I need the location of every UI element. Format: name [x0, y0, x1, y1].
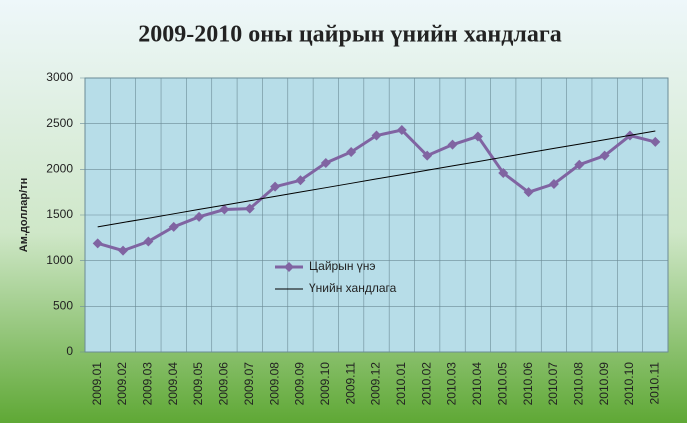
y-tick-label: 1000 [46, 253, 73, 267]
x-tick-label: 2009.10 [318, 362, 332, 406]
marker [523, 187, 534, 198]
legend-label: Үнийн хандлага [309, 281, 397, 295]
marker [244, 203, 255, 214]
marker [194, 211, 205, 222]
x-tick-label: 2009.08 [267, 362, 281, 406]
marker [168, 221, 179, 232]
marker [650, 136, 661, 147]
marker [371, 130, 382, 141]
marker [320, 157, 331, 168]
marker [599, 150, 610, 161]
legend-label: Цайрын үнэ [309, 259, 376, 273]
x-tick-label: 2009.03 [141, 362, 155, 406]
marker [548, 178, 559, 189]
y-tick-label: 1500 [46, 207, 73, 221]
y-tick-label: 2500 [46, 116, 73, 130]
marker [472, 131, 483, 142]
x-tick-label: 2009.01 [90, 362, 104, 406]
x-tick-label: 2010.06 [521, 362, 535, 406]
chart-title: 2009-2010 оны цайрын үнийн хандлага [138, 22, 561, 48]
marker [346, 146, 357, 157]
x-tick-label: 2010.05 [495, 362, 509, 406]
x-tick-label: 2009.02 [115, 362, 129, 406]
marker [447, 139, 458, 150]
x-tick-label: 2009.05 [191, 362, 205, 406]
x-tick-label: 2010.08 [571, 362, 585, 406]
x-tick-label: 2010.07 [546, 362, 560, 406]
x-tick-label: 2010.10 [622, 362, 636, 406]
x-tick-label: 2010.03 [445, 362, 459, 406]
x-tick-label: 2010.11 [647, 362, 661, 405]
y-tick-label: 3000 [46, 70, 73, 84]
marker [498, 167, 509, 178]
marker [295, 175, 306, 186]
x-tick-label: 2010.02 [419, 362, 433, 406]
marker [118, 245, 129, 256]
marker [92, 238, 103, 249]
marker [396, 125, 407, 136]
trend-line [97, 130, 656, 228]
x-tick-label: 2010.04 [470, 362, 484, 406]
marker [574, 159, 585, 170]
x-tick-label: 2009.12 [369, 362, 383, 406]
marker [422, 150, 433, 161]
x-tick-label: 2009.07 [242, 362, 256, 406]
x-tick-label: 2009.09 [293, 362, 307, 406]
legend-marker [284, 262, 294, 272]
marker [219, 204, 230, 215]
x-tick-label: 2010.09 [597, 362, 611, 406]
y-tick-label: 0 [66, 344, 73, 358]
marker [270, 181, 281, 192]
marker [143, 236, 154, 247]
x-tick-label: 2010.01 [394, 362, 408, 406]
x-tick-label: 2009.06 [217, 362, 231, 406]
y-tick-label: 500 [53, 299, 73, 313]
x-tick-label: 2009.04 [166, 362, 180, 406]
y-axis-label: Ам.доллар/тн [18, 178, 30, 252]
y-tick-label: 2000 [46, 162, 73, 176]
x-tick-label: 2009.11 [343, 362, 357, 405]
